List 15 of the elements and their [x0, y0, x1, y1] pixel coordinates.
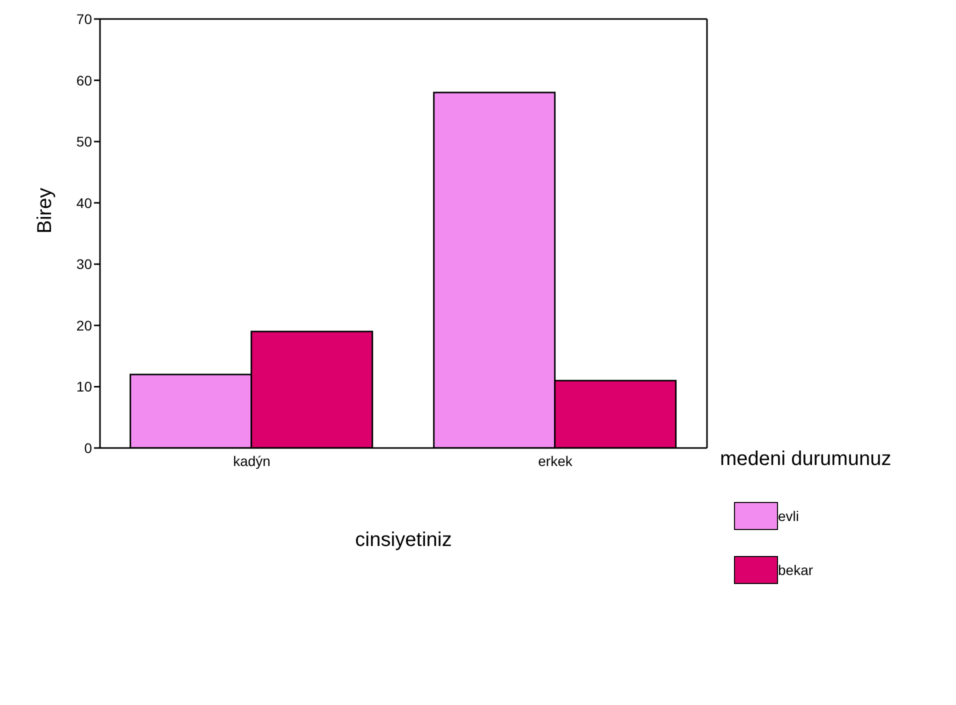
y-tick-label: 10 [76, 378, 92, 395]
y-tick-label: 50 [76, 134, 92, 150]
legend-label: bekar [778, 562, 814, 578]
y-tick-label: 70 [76, 10, 92, 27]
x-axis-title: cinsiyetiniz [355, 529, 452, 551]
y-tick-label: 40 [76, 194, 92, 211]
x-tick-label: kadýn [233, 452, 270, 469]
y-tick-label: 30 [76, 256, 92, 272]
legend-title: medeni durumunuz [720, 448, 892, 471]
y-tick-label: 60 [76, 72, 92, 88]
y-tick-label: 0 [84, 440, 92, 456]
x-tick-label: erkek [538, 452, 574, 469]
legend-label: evli [778, 508, 800, 524]
y-tick-label: 20 [76, 317, 92, 334]
y-axis-title: Birey [34, 188, 56, 234]
